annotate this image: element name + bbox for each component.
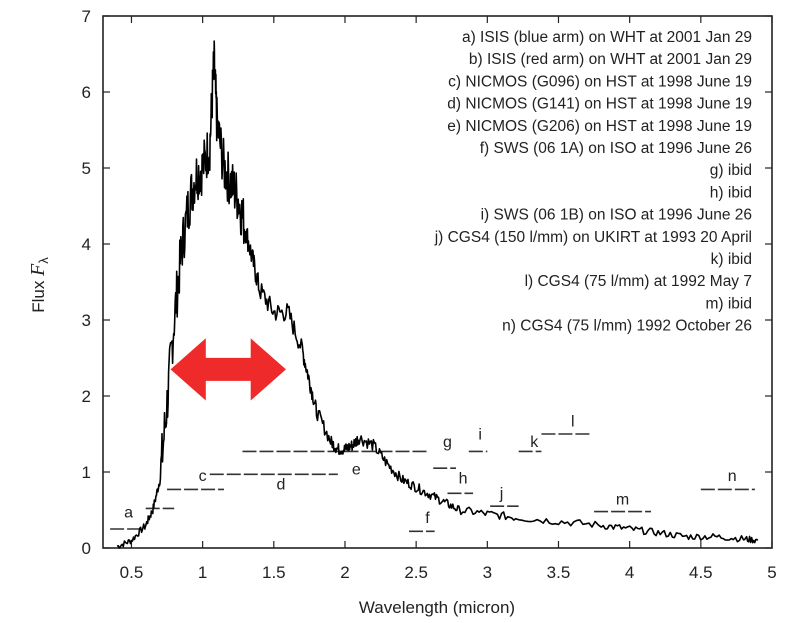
legend-entry: a) ISIS (blue arm) on WHT at 2001 Jan 29	[462, 29, 752, 46]
y-tick-label: 5	[82, 159, 91, 178]
legend-entry: i) SWS (06 1B) on ISO at 1996 June 26	[481, 207, 752, 224]
y-tick-label: 3	[82, 311, 91, 330]
x-tick-label: 1.5	[262, 563, 286, 582]
y-tick-label: 1	[82, 463, 91, 482]
plot-border	[102, 15, 773, 549]
segment-label-a: a	[124, 505, 133, 522]
x-tick-label: 4.5	[689, 563, 713, 582]
legend-entry: f) SWS (06 1A) on ISO at 1996 June 26	[480, 140, 752, 157]
y-axis-label: Flux Fλ	[27, 257, 51, 313]
legend-entry: d) NICMOS (G141) on HST at 1998 June 19	[447, 96, 752, 113]
y-tick-label: 2	[82, 387, 91, 406]
y-tick-label: 4	[82, 235, 91, 254]
legend-entry: l) CGS4 (75 l/mm) at 1992 May 7	[525, 273, 752, 290]
legend: a) ISIS (blue arm) on WHT at 2001 Jan 29…	[434, 29, 752, 335]
x-tick-label: 3.5	[547, 563, 571, 582]
segment-label-e: e	[352, 461, 361, 478]
spectrum-line	[116, 40, 759, 549]
legend-entry: b) ISIS (red arm) on WHT at 2001 Jan 29	[469, 51, 752, 68]
legend-entry: n) CGS4 (75 l/mm) 1992 October 26	[502, 318, 752, 335]
legend-entry: h) ibid	[710, 184, 752, 201]
legend-entry: c) NICMOS (G096) on HST at 1998 June 19	[448, 73, 752, 90]
spectrum-series	[116, 40, 759, 549]
x-tick-label: 2.5	[404, 563, 428, 582]
segment-label-d: d	[276, 476, 285, 493]
segment-label-m: m	[616, 492, 629, 509]
x-axis-label: Wavelength (micron)	[359, 598, 515, 617]
y-tick-label: 0	[82, 539, 91, 558]
x-tick-label: 5	[767, 563, 776, 582]
segment-label-k: k	[530, 434, 539, 451]
y-tick-label: 7	[82, 7, 91, 26]
plot-frame	[102, 15, 773, 549]
legend-entry: e) NICMOS (G206) on HST at 1998 June 19	[447, 118, 752, 135]
double-arrow	[170, 338, 286, 401]
annotation-layer	[170, 338, 286, 401]
segment-label-g: g	[443, 434, 452, 451]
segment-label-h: h	[459, 470, 468, 487]
y-tick-label: 6	[82, 83, 91, 102]
x-tick-label: 0.5	[120, 563, 144, 582]
segment-label-c: c	[199, 468, 207, 485]
legend-entry: j) CGS4 (150 l/mm) on UKIRT at 1993 20 A…	[434, 229, 752, 246]
legend-entry: g) ibid	[710, 162, 752, 179]
segment-label-i: i	[478, 426, 482, 443]
legend-entry: k) ibid	[711, 251, 752, 268]
segment-label-f: f	[425, 510, 430, 527]
segment-label-j: j	[499, 486, 504, 503]
x-tick-label: 4	[625, 563, 634, 582]
x-tick-label: 1	[198, 563, 207, 582]
segment-label-l: l	[571, 413, 575, 430]
y-axis-ticks: 0 1 2 3 4 5 6 7	[82, 7, 772, 558]
x-axis-ticks: 0.5 1 1.5 2 2.5 3 3.5 4 4.5 5	[120, 16, 777, 582]
x-tick-label: 3	[483, 563, 492, 582]
segment-markers: a c d e f g h i j k l m n	[110, 413, 755, 533]
legend-entry: m) ibid	[705, 295, 752, 312]
segment-label-n: n	[728, 468, 737, 485]
x-tick-label: 2	[340, 563, 349, 582]
